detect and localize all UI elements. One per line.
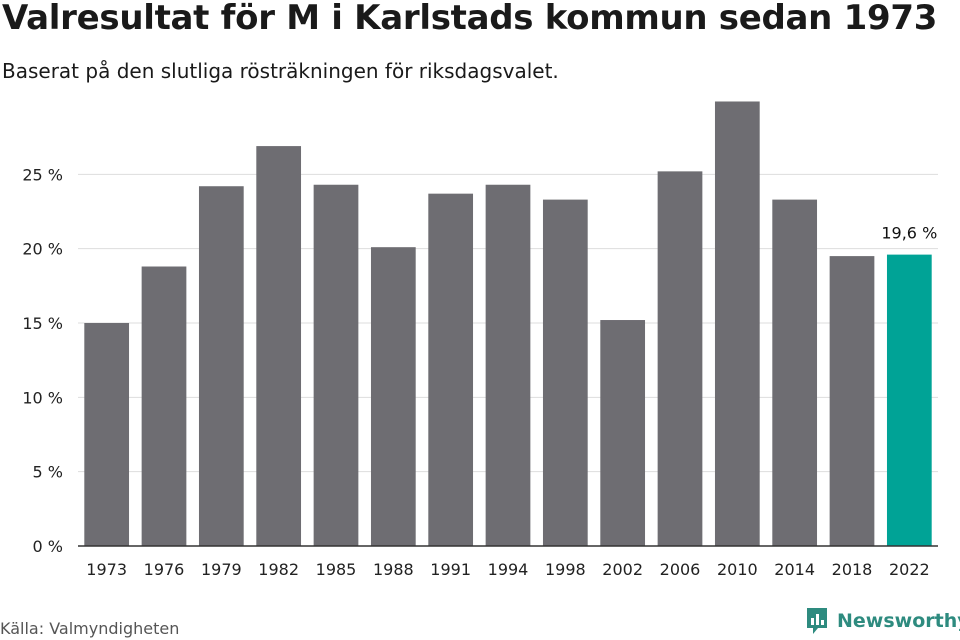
y-tick-label: 25 %: [22, 165, 63, 184]
chart-subtitle: Baserat på den slutliga rösträkningen fö…: [2, 59, 559, 83]
x-tick-label: 1988: [373, 560, 414, 579]
bar: [141, 266, 187, 546]
x-tick-label: 2006: [660, 560, 701, 579]
bar: [256, 146, 302, 546]
data-label: 19,6 %: [881, 224, 937, 243]
x-tick-label: 1991: [430, 560, 471, 579]
x-tick-label: 2002: [602, 560, 643, 579]
source-note: Källa: Valmyndigheten: [0, 619, 180, 638]
bar: [370, 247, 416, 546]
brand-name: Newsworthy: [837, 610, 960, 632]
bar: [485, 184, 531, 547]
bar: [600, 320, 646, 546]
x-tick-label: 1976: [144, 560, 185, 579]
bar: [657, 171, 703, 547]
bar: [198, 186, 244, 546]
x-tick-label: 1979: [201, 560, 242, 579]
x-tick-label: 1985: [316, 560, 357, 579]
bar: [313, 184, 359, 547]
bar: [772, 199, 818, 546]
x-tick-label: 2022: [889, 560, 930, 579]
y-tick-label: 10 %: [22, 388, 63, 407]
bar: [428, 193, 474, 546]
bar: [542, 199, 588, 546]
x-tick-label: 1998: [545, 560, 586, 579]
bar: [714, 101, 760, 546]
x-tick-label: 1973: [86, 560, 127, 579]
x-tick-label: 2014: [774, 560, 815, 579]
y-tick-label: 0 %: [33, 537, 63, 556]
highlight-bar: [886, 254, 932, 546]
x-tick-label: 1982: [258, 560, 299, 579]
bar: [829, 256, 875, 546]
y-tick-label: 20 %: [22, 240, 63, 259]
y-tick-label: 5 %: [33, 463, 63, 482]
chart-title: Valresultat för M i Karlstads kommun sed…: [2, 0, 938, 38]
x-tick-label: 2010: [717, 560, 758, 579]
bar-chart: 0 % 5 % 10 % 15 % 20 % 25 % 1973 1976 1979 1982 19…: [22, 101, 938, 579]
bar: [84, 323, 130, 546]
brand-logo[interactable]: Newsworthy: [805, 606, 960, 636]
newsworthy-logo-icon: [807, 608, 827, 634]
x-tick-label: 2018: [832, 560, 873, 579]
x-tick-label: 1994: [488, 560, 529, 579]
y-tick-label: 15 %: [22, 314, 63, 333]
